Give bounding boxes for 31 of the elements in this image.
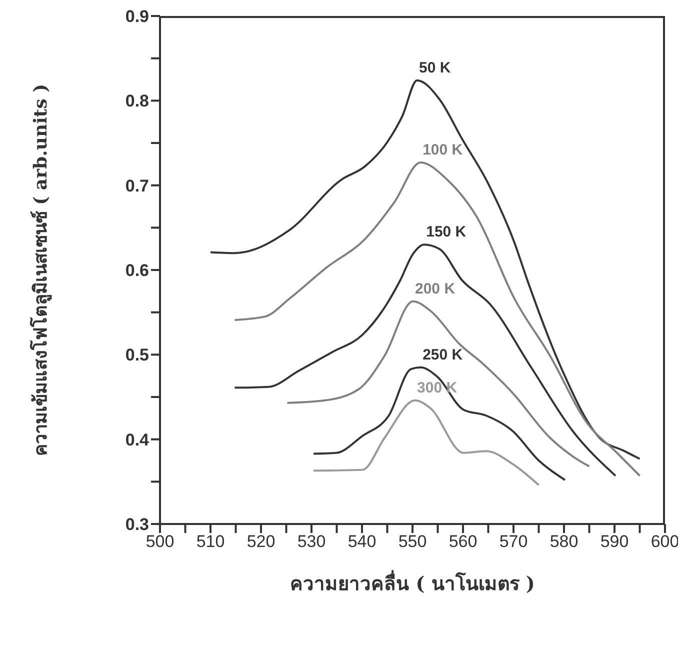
series-label: 250 K: [422, 346, 463, 364]
x-tick-label: 520: [246, 532, 276, 552]
y-tick-label: 0.4: [125, 430, 150, 450]
x-tick-label: 560: [448, 532, 478, 552]
x-axis-title: ความยาวคลื่น ( นาโนเมตร ): [290, 570, 535, 595]
line-series: [234, 161, 641, 477]
x-tick-label: 530: [297, 532, 326, 552]
x-tick-label: 570: [499, 532, 528, 552]
series-label: 200 K: [415, 280, 456, 298]
x-tick-label: 510: [196, 532, 225, 552]
y-tick-label: 0.3: [125, 515, 149, 534]
x-tick-label: 580: [550, 532, 578, 552]
line-series: [312, 366, 566, 481]
line-series: [312, 399, 540, 486]
series-label: 300 K: [417, 379, 458, 396]
line-series: [286, 300, 590, 468]
series-label: 100 K: [422, 141, 463, 158]
x-tick-label: 500: [146, 532, 174, 552]
y-tick-label: 0.8: [125, 92, 149, 111]
x-tick-label: 550: [398, 532, 427, 552]
y-tick-label: 0.6: [125, 261, 149, 280]
y-tick-label: 0.5: [125, 346, 149, 365]
x-tick-label: 590: [600, 532, 629, 552]
series-label: 150 K: [426, 224, 466, 241]
y-axis-title: ความเข้มแสงโฟโตลูมิเนสเซนซ์ ( arb.units ): [29, 84, 52, 456]
line-series: [234, 244, 617, 477]
series-label: 50 K: [419, 59, 451, 76]
y-tick-label: 0.7: [125, 176, 149, 196]
x-tick-label: 540: [348, 532, 376, 552]
y-tick-label: 0.9: [125, 7, 149, 26]
line-series: [210, 79, 641, 460]
